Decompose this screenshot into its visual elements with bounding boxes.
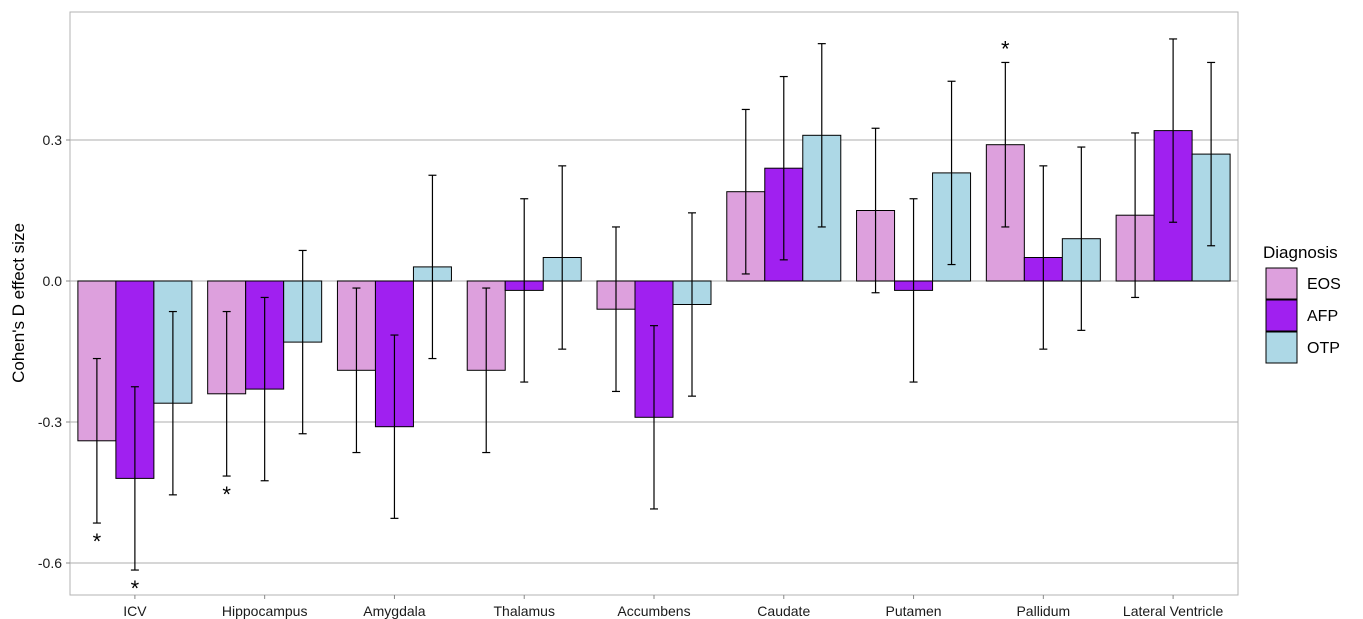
x-tick-label: Amygdala	[363, 603, 425, 619]
y-tick-label: -0.3	[38, 414, 62, 430]
error-bar	[947, 80, 956, 266]
x-tick-label: Caudate	[757, 603, 810, 619]
x-tick-label: Accumbens	[617, 603, 690, 619]
error-bar	[871, 127, 880, 294]
error-bar	[1169, 38, 1178, 223]
y-tick-label: -0.6	[38, 555, 62, 571]
legend-label-otp: OTP	[1307, 340, 1340, 357]
y-tick-label: 0.0	[43, 273, 63, 289]
error-bar	[558, 165, 567, 350]
error-bar	[1039, 165, 1048, 350]
error-bar	[520, 198, 529, 383]
x-tick-label: Pallidum	[1016, 603, 1070, 619]
significance-markers: * * * *	[93, 36, 1010, 601]
legend: Diagnosis EOS AFP OTP	[1263, 243, 1341, 364]
error-bars	[92, 38, 1216, 571]
error-bar	[428, 174, 437, 360]
error-bar	[688, 212, 696, 397]
x-tick-label: Thalamus	[493, 603, 554, 619]
error-bar	[222, 310, 231, 477]
error-bar	[779, 75, 788, 261]
x-tick-label: Putamen	[886, 603, 942, 619]
error-bar	[909, 198, 918, 383]
x-axis-ticks: ICV Hippocampus Amygdala Thalamus Accumbens C…	[123, 595, 1224, 619]
error-bar	[1077, 146, 1086, 331]
y-axis-title: Cohen's D effect size	[9, 223, 28, 383]
y-tick-label: 0.3	[43, 132, 63, 148]
x-tick-label: Hippocampus	[222, 603, 308, 619]
error-bar	[612, 226, 620, 393]
error-bar	[130, 386, 139, 571]
significance-asterisk: *	[131, 576, 140, 601]
error-bar	[390, 334, 399, 519]
legend-swatch-otp	[1265, 331, 1298, 364]
x-tick-label: Lateral Ventricle	[1123, 603, 1224, 619]
error-bar	[1001, 61, 1010, 228]
error-bar	[92, 357, 101, 524]
error-bar	[1207, 61, 1216, 247]
legend-swatch-eos	[1265, 267, 1298, 300]
x-tick-label: ICV	[123, 603, 147, 619]
error-bar	[298, 249, 307, 435]
error-bar	[650, 325, 658, 510]
legend-label-afp: AFP	[1307, 308, 1338, 325]
legend-swatch-afp	[1265, 299, 1298, 332]
legend-label-eos: EOS	[1307, 276, 1341, 293]
error-bar	[1131, 132, 1140, 299]
significance-asterisk: *	[93, 529, 102, 554]
error-bar	[260, 296, 269, 482]
legend-title: Diagnosis	[1263, 243, 1338, 262]
error-bar	[352, 287, 361, 454]
significance-asterisk: *	[1001, 36, 1010, 61]
error-bar	[741, 108, 750, 275]
y-axis-ticks: -0.6 -0.3 0.0 0.3	[38, 132, 70, 571]
significance-asterisk: *	[222, 482, 231, 507]
error-bar	[168, 310, 177, 496]
error-bar	[817, 43, 826, 228]
error-bar	[482, 287, 491, 454]
